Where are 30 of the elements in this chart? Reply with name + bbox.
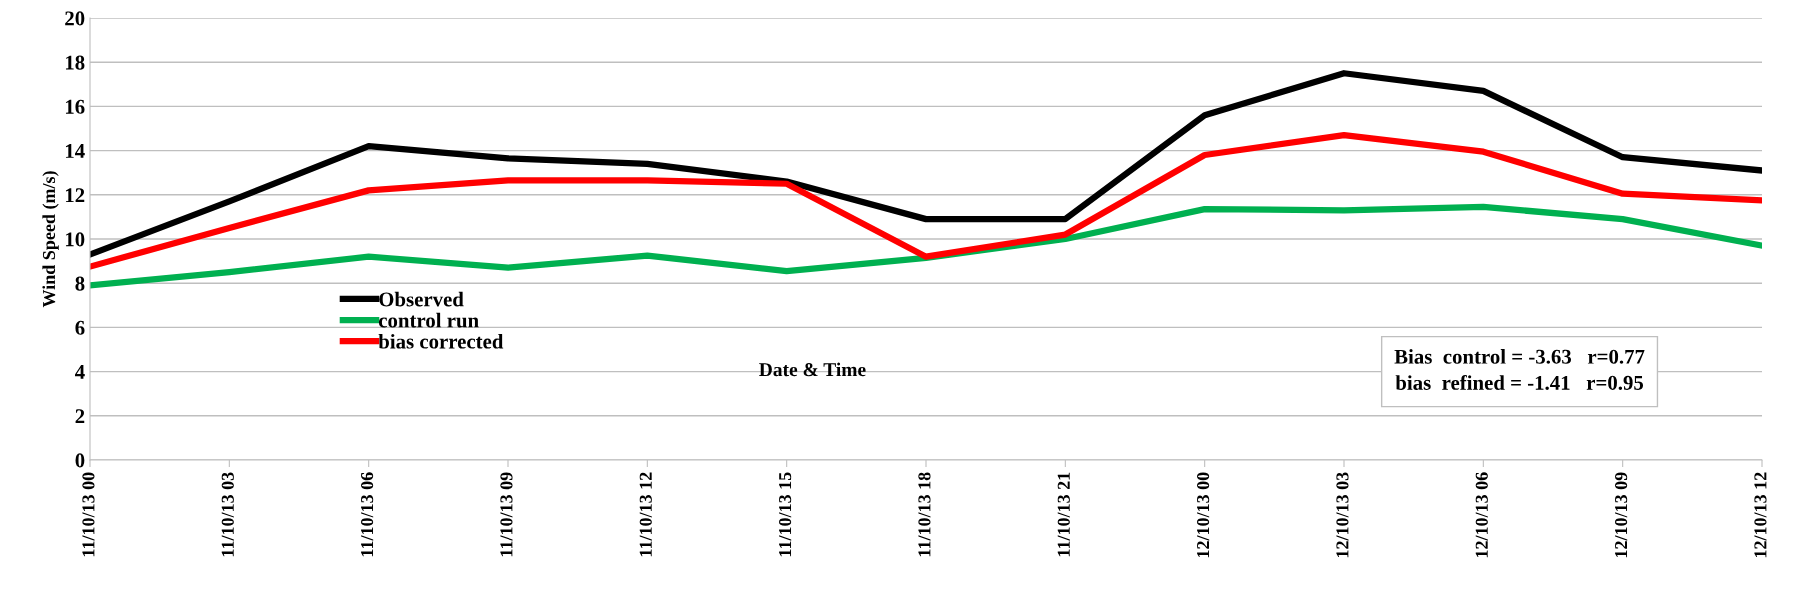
- y-tick-label: 2: [75, 409, 85, 424]
- legend-label: control run: [378, 312, 479, 328]
- x-tick-label: 11/10/13 03: [221, 472, 234, 557]
- x-tick-label: 11/10/13 15: [779, 472, 792, 557]
- y-tick-label: 16: [65, 99, 85, 114]
- x-tick-label: 11/10/13 09: [500, 472, 513, 557]
- x-tick-label: 12/10/13 06: [1475, 472, 1488, 558]
- y-axis-title: Wind Speed (m/s): [42, 171, 59, 308]
- y-tick-label: 20: [65, 11, 85, 26]
- x-tick-label: 11/10/13 06: [361, 472, 374, 557]
- y-tick-label: 12: [65, 188, 85, 203]
- x-tick-label: 12/10/13 03: [1336, 472, 1349, 558]
- y-tick-label: 10: [65, 232, 85, 247]
- x-tick-label: 11/10/13 12: [639, 472, 652, 557]
- x-tick-label: 11/10/13 00: [82, 472, 95, 557]
- x-tick-label: 12/10/13 00: [1197, 472, 1210, 558]
- y-tick-label: 6: [75, 320, 85, 335]
- y-tick-label: 18: [65, 55, 85, 70]
- x-tick-label: 11/10/13 21: [1057, 472, 1070, 557]
- y-tick-label: 8: [75, 276, 85, 291]
- x-axis-title: Date & Time: [759, 362, 866, 377]
- x-tick-label: 12/10/13 09: [1615, 472, 1628, 558]
- annotation: Bias control = -3.63 r=0.77 bias refined = -1.41 r=0.95: [1394, 349, 1645, 390]
- legend-label: Observed: [379, 291, 464, 307]
- y-tick-label: 14: [65, 144, 85, 158]
- x-tick-label: 12/10/13 12: [1754, 472, 1767, 558]
- legend-label: bias corrected: [378, 333, 504, 349]
- y-tick-label: 4: [75, 365, 85, 379]
- y-tick-label: 0: [75, 453, 85, 468]
- x-tick-label: 11/10/13 18: [918, 472, 931, 557]
